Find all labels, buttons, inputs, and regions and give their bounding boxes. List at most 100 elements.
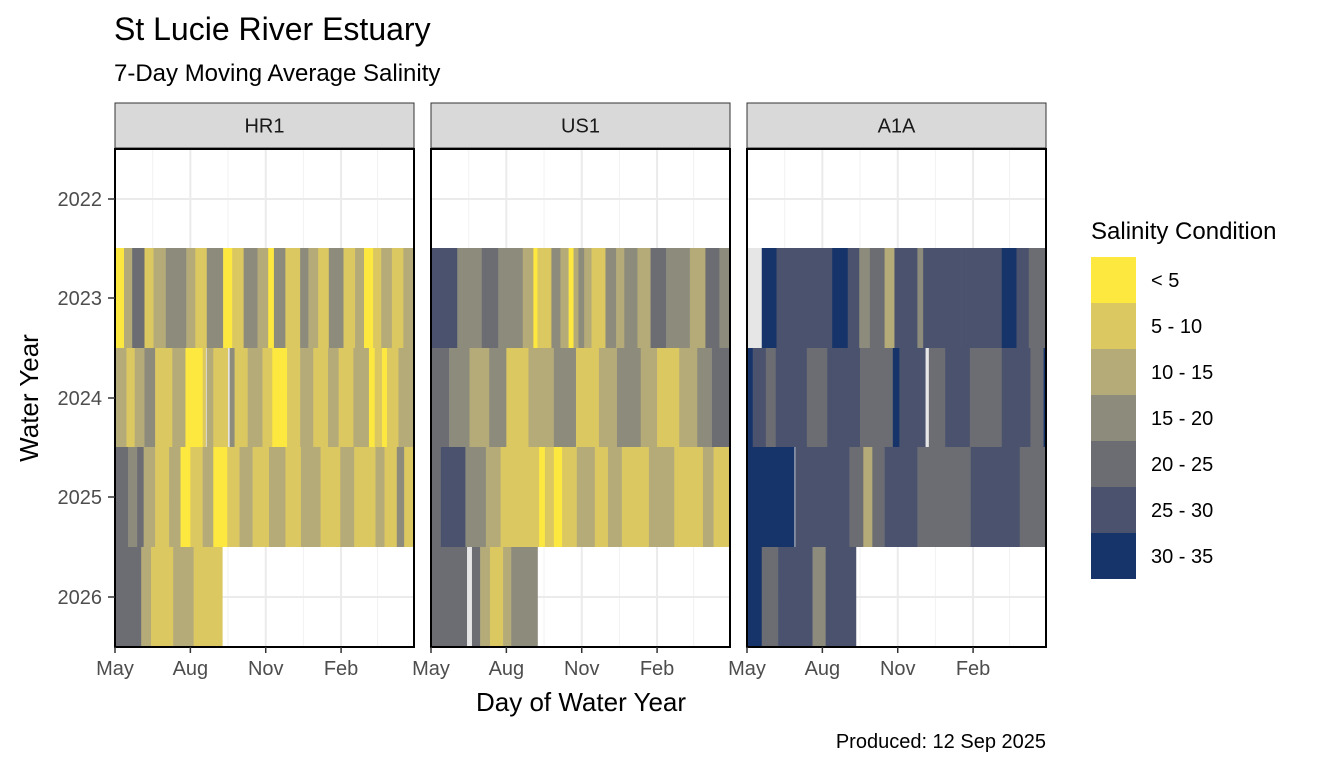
legend-label: < 5	[1151, 270, 1179, 292]
heatmap-tile	[144, 348, 156, 448]
heatmap-tile	[431, 348, 450, 448]
heatmap-tile	[794, 447, 796, 547]
heatmap-tile	[761, 547, 779, 647]
heatmap-tile	[945, 348, 971, 448]
heatmap-tile	[640, 348, 658, 448]
heatmap-tile	[607, 447, 623, 547]
heatmap-tile	[616, 248, 625, 348]
heatmap-tile	[143, 447, 156, 547]
heatmap-tile	[202, 447, 214, 547]
heatmap-tile	[195, 248, 208, 348]
heatmap-tile	[961, 248, 1003, 348]
heatmap-tile	[747, 547, 763, 647]
heatmap-tile	[234, 348, 249, 448]
heatmap-tile	[151, 547, 174, 647]
panel-border	[746, 148, 1047, 648]
heatmap-tile	[1028, 248, 1047, 348]
chart-title: St Lucie River Estuary	[114, 11, 431, 47]
x-tick-label: Nov	[248, 658, 284, 680]
legend-key	[1091, 533, 1136, 579]
heatmap-tile	[503, 547, 512, 647]
facet-strip	[746, 102, 1047, 149]
heatmap-tile	[223, 248, 233, 348]
heatmap-tile	[300, 248, 309, 348]
heatmap-tile	[537, 248, 552, 348]
heatmap-tile	[165, 248, 187, 348]
heatmap-tile	[917, 447, 971, 547]
heatmap-tile	[141, 547, 152, 647]
heatmap-tile	[213, 348, 229, 448]
heatmap-tile	[205, 348, 208, 448]
facet-panel-hr1: HR1 May Aug Nov Feb	[96, 102, 415, 680]
heatmap-tile	[285, 447, 302, 547]
heatmap-tile	[386, 348, 399, 448]
heatmap-tile	[719, 248, 731, 348]
heatmap-tile	[134, 348, 145, 448]
facet-panel-a1a: A1A May Aug Nov Feb	[728, 102, 1047, 680]
chart-caption: Produced: 12 Sep 2025	[836, 731, 1046, 753]
heatmap-tile	[752, 348, 767, 448]
heatmap-tile	[894, 248, 918, 348]
heatmap-tile	[480, 547, 491, 647]
legend-label: 10 - 15	[1151, 362, 1213, 384]
legend-key	[1091, 349, 1136, 395]
heatmap-tile	[584, 248, 592, 348]
heatmap-tile	[847, 248, 860, 348]
heatmap-tile	[923, 248, 962, 348]
heatmap-tile	[884, 447, 918, 547]
y-tick-label: 2022	[58, 189, 103, 211]
heatmap-tile	[812, 547, 826, 647]
legend-title: Salinity Condition	[1091, 218, 1276, 245]
heatmap-tile	[381, 248, 393, 348]
heatmap-tile	[193, 547, 223, 647]
heatmap-tile	[899, 348, 926, 448]
heatmap-tile	[396, 447, 405, 547]
heatmap-tile	[863, 447, 873, 547]
heatmap-tile	[650, 248, 667, 348]
heatmap-tile	[560, 248, 569, 348]
heatmap-tile	[228, 348, 230, 448]
heatmap-tile	[624, 248, 638, 348]
x-tick-label: Feb	[956, 658, 990, 680]
heatmap-tile	[375, 447, 385, 547]
heatmap-tile	[485, 447, 501, 547]
x-tick-label: May	[412, 658, 450, 680]
facet-panels: HR1 May Aug Nov Feb US1 May Aug Nov Feb A1A May Aug N…	[96, 102, 1047, 680]
heatmap-tile	[872, 447, 885, 547]
heatmap-tile	[229, 348, 235, 448]
legend-label: 5 - 10	[1151, 316, 1202, 338]
heatmap-tile	[124, 248, 133, 348]
x-tick-label: May	[96, 658, 134, 680]
heatmap-tile	[648, 447, 675, 547]
heatmap-tile	[232, 248, 244, 348]
facet-strip-label: US1	[561, 116, 600, 138]
heatmap-tile	[239, 447, 253, 547]
heatmap-tile	[457, 248, 483, 348]
heatmap-tile	[115, 248, 125, 348]
heatmap-tile	[481, 248, 499, 348]
heatmap-tile	[206, 348, 214, 448]
heatmap-tile	[917, 248, 924, 348]
heatmap-tile	[776, 248, 833, 348]
heatmap-tile	[185, 348, 203, 448]
heatmap-tile	[705, 248, 720, 348]
heatmap-tile	[747, 447, 795, 547]
heatmap-tile	[227, 447, 240, 547]
heatmap-tile	[431, 447, 442, 547]
y-tick-label: 2023	[58, 288, 103, 310]
facet-strip-label: A1A	[878, 116, 916, 138]
heatmap-tile	[1001, 248, 1017, 348]
heatmap-tile	[594, 447, 609, 547]
chart-subtitle: 7-Day Moving Average Salinity	[114, 60, 440, 87]
heatmap-tile	[832, 248, 849, 348]
heatmap-tile	[928, 348, 946, 448]
heatmap-tile	[368, 348, 375, 448]
heatmap-tile	[616, 348, 642, 448]
heatmap-tile	[747, 248, 763, 348]
heatmap-tile	[252, 447, 270, 547]
heatmap-tile	[598, 348, 618, 448]
heatmap-tile	[892, 348, 900, 448]
heatmap-tile	[469, 348, 490, 448]
x-tick-label: Aug	[805, 658, 841, 680]
heatmap-tile	[553, 348, 577, 448]
